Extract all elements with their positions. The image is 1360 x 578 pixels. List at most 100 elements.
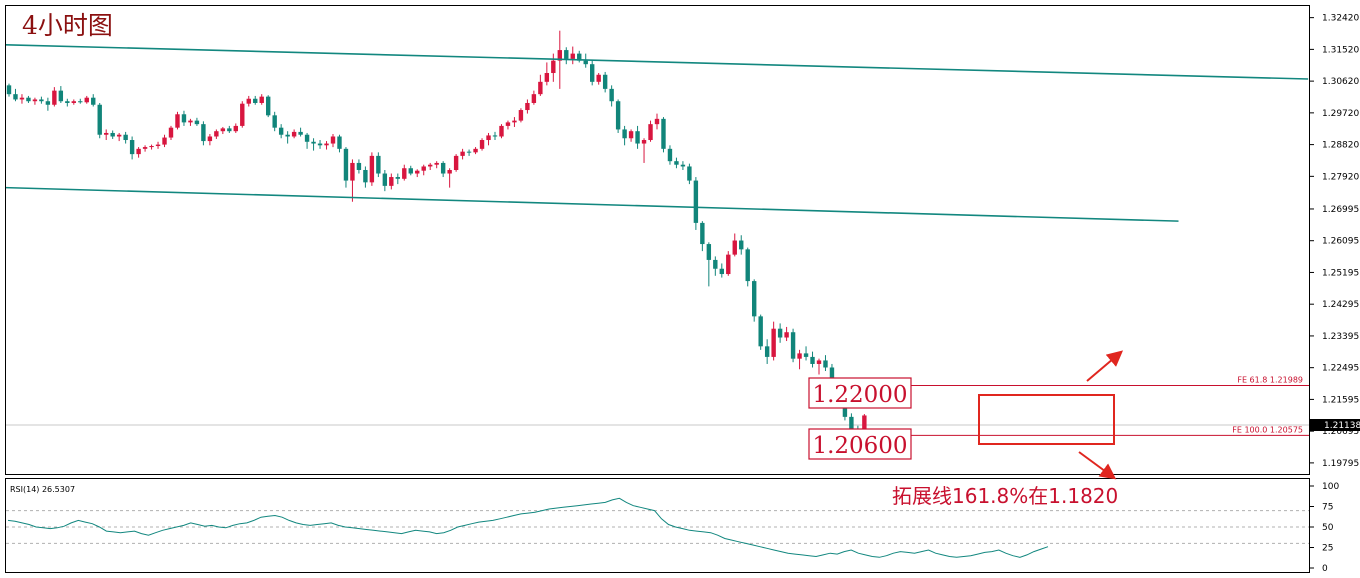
candle-body bbox=[512, 120, 517, 123]
candle-body bbox=[687, 166, 692, 181]
price-tick-label: 1.32420 bbox=[1322, 14, 1359, 24]
candle-body bbox=[693, 180, 699, 223]
candle-body bbox=[525, 102, 530, 111]
candle-body bbox=[564, 50, 569, 59]
candle-body bbox=[389, 177, 394, 186]
candle-body bbox=[110, 132, 115, 137]
price-tick-label: 1.27920 bbox=[1322, 172, 1359, 182]
candle-body bbox=[181, 114, 187, 123]
candle-body bbox=[447, 169, 452, 174]
candle-body bbox=[285, 134, 290, 137]
up-arrow bbox=[1086, 350, 1124, 382]
candle-body bbox=[518, 110, 524, 121]
candle-body bbox=[317, 143, 323, 146]
rsi-line bbox=[7, 497, 1049, 558]
channel-line-upper bbox=[5, 43, 1309, 80]
candle-body bbox=[577, 53, 582, 61]
candle-body bbox=[590, 64, 595, 82]
candle-body bbox=[790, 332, 796, 359]
candle-body bbox=[784, 332, 789, 338]
candle-body bbox=[162, 137, 167, 145]
candle-body bbox=[823, 360, 828, 368]
price-tick-label: 1.31520 bbox=[1322, 45, 1359, 55]
candle-body bbox=[65, 101, 70, 103]
candle-body bbox=[246, 98, 251, 104]
candle-body bbox=[726, 254, 731, 275]
candle-body bbox=[460, 151, 465, 156]
current-price-tag-text: 1.21138 bbox=[1324, 421, 1360, 431]
candle-body bbox=[466, 151, 472, 153]
candle-body bbox=[752, 281, 757, 317]
price-tick-label: 1.26995 bbox=[1322, 205, 1359, 215]
candle-body bbox=[311, 141, 316, 144]
candle-body bbox=[330, 136, 336, 144]
price-tick-label: 1.22495 bbox=[1322, 364, 1359, 374]
candle-body bbox=[13, 94, 18, 100]
candle-body bbox=[622, 129, 627, 139]
candle-body bbox=[803, 353, 809, 357]
rsi-tick-label: 25 bbox=[1322, 544, 1333, 554]
candles-layer bbox=[6, 30, 867, 449]
candle-body bbox=[499, 125, 504, 137]
candle-body bbox=[272, 115, 277, 128]
candle-body bbox=[395, 177, 400, 179]
candle-body bbox=[6, 85, 12, 95]
candle-body bbox=[758, 316, 763, 347]
candle-body bbox=[531, 94, 537, 103]
candle-body bbox=[26, 97, 31, 102]
candle-body bbox=[350, 162, 355, 181]
candle-body bbox=[149, 146, 154, 148]
candle-body bbox=[667, 148, 673, 162]
price-label-box-2 bbox=[808, 428, 912, 460]
candle-body bbox=[19, 97, 25, 100]
candle-body bbox=[123, 134, 128, 141]
candle-body bbox=[337, 136, 342, 149]
candle-body bbox=[39, 99, 44, 102]
candle-body bbox=[155, 144, 161, 147]
candle-body bbox=[343, 148, 349, 181]
candle-body bbox=[473, 148, 478, 153]
candle-body bbox=[680, 164, 686, 167]
chart-title: 4小时图 bbox=[22, 11, 113, 40]
candle-body bbox=[486, 135, 491, 141]
candle-body bbox=[214, 131, 219, 137]
candle-body bbox=[771, 328, 776, 357]
rsi-label: RSI(14) 26.5307 bbox=[10, 485, 75, 494]
price-tick-label: 1.21595 bbox=[1322, 395, 1359, 405]
candle-body bbox=[240, 103, 245, 126]
candle-body bbox=[862, 415, 867, 435]
candle-body bbox=[428, 164, 433, 167]
candle-body bbox=[227, 128, 232, 132]
candle-body bbox=[207, 136, 213, 142]
candle-body bbox=[194, 120, 200, 125]
candle-body bbox=[129, 140, 135, 155]
candle-body bbox=[434, 162, 439, 165]
rsi-tick-label: 0 bbox=[1322, 564, 1328, 574]
candle-body bbox=[557, 50, 562, 61]
price-axis: 1.32420 1.31520 1.30620 1.29720 1.28820 1.279… bbox=[1309, 14, 1359, 469]
candle-body bbox=[32, 99, 38, 102]
target-zone-box bbox=[978, 394, 1115, 445]
candle-body bbox=[505, 122, 511, 126]
candle-body bbox=[201, 124, 206, 142]
price-tick-label: 1.30620 bbox=[1322, 77, 1359, 87]
candle-body bbox=[602, 74, 608, 89]
candle-body bbox=[408, 168, 413, 174]
price-tick-label: 1.19795 bbox=[1322, 459, 1359, 469]
rsi-tick-label: 100 bbox=[1322, 482, 1339, 492]
candle-body bbox=[168, 127, 174, 138]
candle-body bbox=[829, 367, 835, 384]
fibonacci-levels: FE 61.8 1.21989 FE 100.0 1.20575 bbox=[911, 376, 1309, 436]
candle-body bbox=[739, 240, 744, 250]
candle-body bbox=[369, 155, 375, 183]
extension-annotation: 拓展线161.8%在1.1820 bbox=[892, 484, 1118, 508]
candle-body bbox=[304, 134, 310, 142]
candle-body bbox=[440, 162, 446, 174]
price-tick-label: 1.28820 bbox=[1322, 141, 1359, 151]
candle-body bbox=[136, 148, 141, 155]
candle-body bbox=[382, 173, 388, 186]
rsi-panel-frame bbox=[5, 478, 1310, 573]
candle-body bbox=[421, 166, 426, 171]
down-arrow bbox=[1078, 451, 1117, 480]
candle-body bbox=[544, 73, 550, 82]
